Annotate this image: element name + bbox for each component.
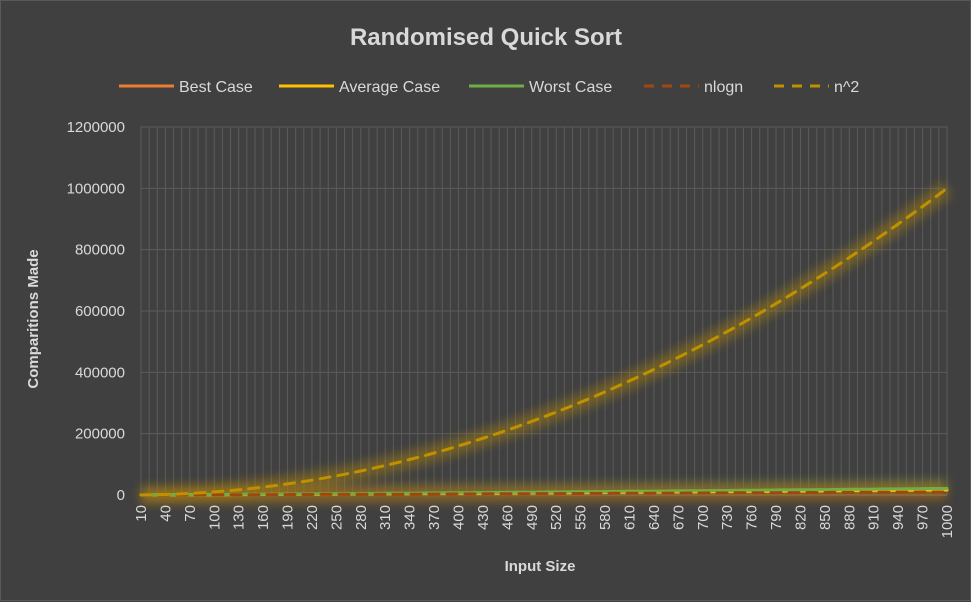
chart-title: Randomised Quick Sort xyxy=(350,24,622,51)
y-tick-label: 600000 xyxy=(75,303,125,320)
x-tick-label: 610 xyxy=(621,505,638,530)
x-axis-ticks: 10 40 70 100 130 160 190 220 250 280 310 340 370 400 4… xyxy=(133,505,956,538)
legend-label: n^2 xyxy=(834,79,859,96)
x-tick-label: 490 xyxy=(524,505,541,530)
x-tick-label: 400 xyxy=(451,505,468,530)
y-tick-label: 400000 xyxy=(75,364,125,381)
legend-label: Best Case xyxy=(179,79,253,96)
series-line-nlogn xyxy=(139,490,949,497)
x-tick-label: 460 xyxy=(499,505,516,530)
x-tick-label: 250 xyxy=(328,505,345,530)
y-tick-label: 0 xyxy=(117,487,125,504)
x-tick-label: 130 xyxy=(231,505,248,530)
x-tick-label: 760 xyxy=(744,505,761,530)
x-tick-label: 850 xyxy=(817,505,834,530)
x-tick-label: 910 xyxy=(866,505,883,530)
y-axis-title: Comparitions Made xyxy=(25,249,42,388)
x-tick-label: 430 xyxy=(475,505,492,530)
x-tick-label: 280 xyxy=(353,505,370,530)
x-tick-label: 1000 xyxy=(939,505,956,538)
x-tick-label: 640 xyxy=(646,505,663,530)
x-tick-label: 160 xyxy=(255,505,272,530)
series-layer xyxy=(139,186,949,497)
legend: Best Case Average Case Worst Case nlogn n^2 xyxy=(119,79,859,96)
y-tick-label: 1200000 xyxy=(67,119,125,136)
y-axis-ticks: 0 200000 400000 600000 800000 1000000 1200000 xyxy=(67,119,125,504)
x-tick-label: 370 xyxy=(426,505,443,530)
x-tick-label: 790 xyxy=(768,505,785,530)
x-tick-label: 730 xyxy=(719,505,736,530)
legend-label: nlogn xyxy=(704,79,743,96)
x-tick-label: 550 xyxy=(573,505,590,530)
x-tick-label: 10 xyxy=(133,505,150,522)
x-tick-label: 340 xyxy=(402,505,419,530)
y-tick-label: 800000 xyxy=(75,242,125,259)
x-tick-label: 310 xyxy=(377,505,394,530)
series-glow-layer xyxy=(140,181,952,503)
legend-label: Worst Case xyxy=(529,79,612,96)
x-tick-label: 970 xyxy=(915,505,932,530)
legend-label: Average Case xyxy=(339,79,440,96)
gridlines xyxy=(140,126,948,496)
x-tick-label: 580 xyxy=(597,505,614,530)
x-tick-label: 190 xyxy=(280,505,297,530)
x-tick-label: 670 xyxy=(670,505,687,530)
y-tick-label: 200000 xyxy=(75,426,125,443)
x-tick-label: 880 xyxy=(841,505,858,530)
x-tick-label: 520 xyxy=(548,505,565,530)
x-axis-title: Input Size xyxy=(505,558,576,575)
x-tick-label: 700 xyxy=(695,505,712,530)
series-line-n-2 xyxy=(139,186,949,497)
x-tick-label: 220 xyxy=(304,505,321,530)
x-tick-label: 820 xyxy=(792,505,809,530)
x-tick-label: 940 xyxy=(890,505,907,530)
x-tick-label: 40 xyxy=(157,505,174,522)
x-tick-label: 70 xyxy=(182,505,199,522)
series-glow-n-2 xyxy=(140,181,952,503)
x-tick-label: 100 xyxy=(206,505,223,530)
y-tick-label: 1000000 xyxy=(67,180,125,197)
